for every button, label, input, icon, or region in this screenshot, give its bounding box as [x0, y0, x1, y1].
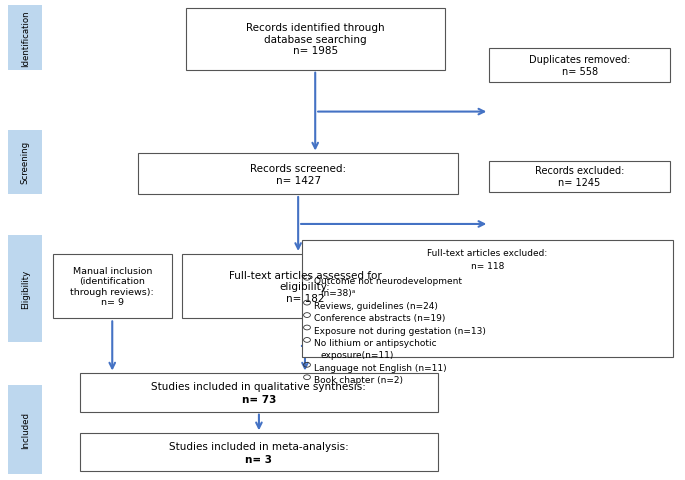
Text: Language not English (n=11): Language not English (n=11) [314, 363, 447, 372]
Text: Outcome not neurodevelopment: Outcome not neurodevelopment [314, 276, 462, 285]
FancyBboxPatch shape [138, 154, 458, 195]
FancyBboxPatch shape [80, 373, 438, 412]
Text: Full-text articles excluded:: Full-text articles excluded: [427, 249, 547, 258]
Text: Records screened:
n= 1427: Records screened: n= 1427 [250, 164, 346, 185]
Text: Conference abstracts (n=19): Conference abstracts (n=19) [314, 313, 445, 323]
FancyBboxPatch shape [8, 130, 42, 195]
Text: Studies included in meta-analysis:: Studies included in meta-analysis: [169, 441, 349, 451]
FancyBboxPatch shape [489, 161, 670, 192]
FancyBboxPatch shape [301, 240, 673, 357]
FancyBboxPatch shape [489, 49, 670, 83]
FancyBboxPatch shape [53, 254, 172, 319]
Text: Duplicates removed:
n= 558: Duplicates removed: n= 558 [529, 55, 630, 77]
FancyBboxPatch shape [8, 6, 42, 71]
Text: Reviews, guidelines (n=24): Reviews, guidelines (n=24) [314, 301, 438, 310]
Text: n= 118: n= 118 [471, 262, 504, 271]
Text: Book chapter (n=2): Book chapter (n=2) [314, 375, 403, 384]
Text: Full-text articles assessed for
eligibility:
n= 182: Full-text articles assessed for eligibil… [229, 270, 382, 303]
FancyBboxPatch shape [8, 235, 42, 343]
FancyBboxPatch shape [80, 433, 438, 471]
Text: Eligibility: Eligibility [21, 269, 29, 309]
Text: Records identified through
database searching
n= 1985: Records identified through database sear… [246, 23, 384, 56]
Text: (n=38)ᵃ: (n=38)ᵃ [321, 288, 356, 298]
Text: Manual inclusion
(identification
through reviews):
n= 9: Manual inclusion (identification through… [71, 266, 154, 307]
Text: Studies included in qualitative synthesis:: Studies included in qualitative synthesi… [151, 382, 366, 392]
Text: Records excluded:
n= 1245: Records excluded: n= 1245 [535, 166, 624, 188]
FancyBboxPatch shape [182, 254, 427, 319]
Text: Identification: Identification [21, 10, 29, 67]
Text: n= 3: n= 3 [245, 454, 273, 464]
Text: n= 73: n= 73 [242, 395, 276, 404]
Text: Screening: Screening [21, 141, 29, 184]
Text: No lithium or antipsychotic: No lithium or antipsychotic [314, 338, 436, 348]
Text: Included: Included [21, 411, 29, 448]
FancyBboxPatch shape [8, 385, 42, 474]
Text: Exposure not during gestation (n=13): Exposure not during gestation (n=13) [314, 326, 486, 335]
Text: exposure(n=11): exposure(n=11) [321, 351, 394, 360]
FancyBboxPatch shape [186, 9, 445, 71]
